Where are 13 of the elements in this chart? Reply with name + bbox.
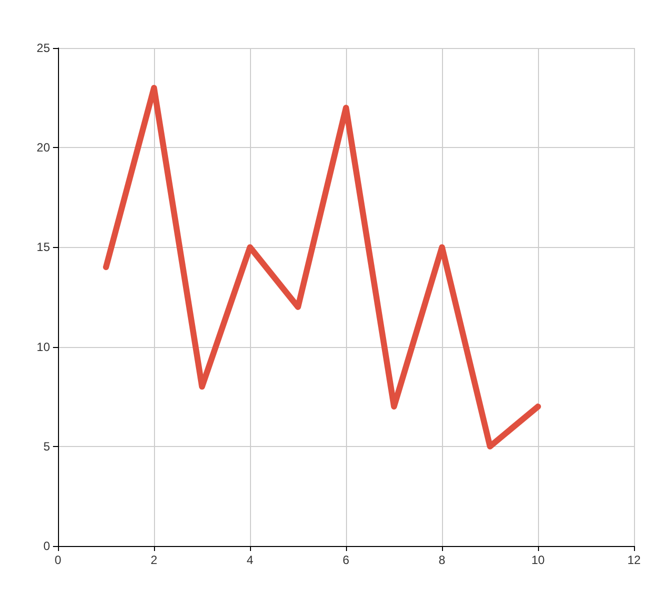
x-tick-label: 8 <box>438 553 446 567</box>
y-tick-label: 5 <box>43 439 50 454</box>
y-tick-label: 25 <box>36 41 50 55</box>
y-tick-label: 10 <box>36 340 50 354</box>
x-tick-label: 10 <box>531 553 545 567</box>
y-tick-label: 20 <box>36 140 50 155</box>
y-tick-label: 15 <box>36 240 50 254</box>
y-tick-label: 0 <box>43 539 50 553</box>
x-tick-label: 0 <box>54 553 62 567</box>
x-tick-label: 4 <box>246 553 254 567</box>
x-tick-label: 6 <box>342 553 350 567</box>
x-tick-label: 2 <box>150 553 158 567</box>
x-tick-label: 12 <box>627 553 641 567</box>
